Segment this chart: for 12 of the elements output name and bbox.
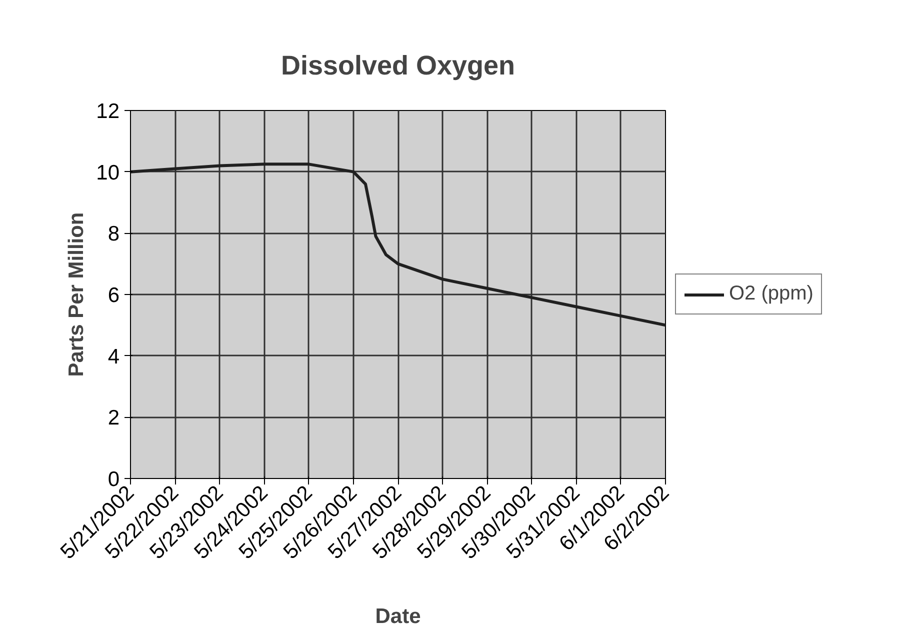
y-tick-label: 8: [108, 222, 120, 246]
y-axis-title: Parts Per Million: [65, 212, 88, 377]
line-series: [130, 162, 666, 327]
y-tick-label: 10: [96, 161, 120, 184]
x-axis-title: Date: [375, 604, 421, 628]
y-tick-label: 2: [108, 406, 120, 430]
y-tick-label: 0: [108, 468, 120, 491]
y-tick-label: 6: [108, 284, 120, 307]
y-tick-label: 12: [96, 100, 120, 123]
legend-label: O2 (ppm): [729, 282, 814, 306]
y-tick-label: 4: [108, 345, 120, 368]
chart-title: Dissolved Oxygen: [280, 50, 516, 80]
